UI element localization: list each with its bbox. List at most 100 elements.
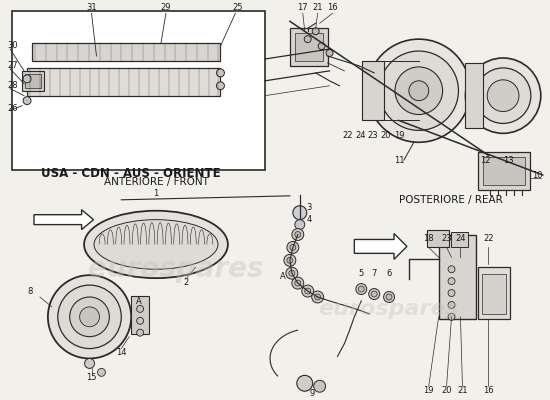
Text: eurospares: eurospares (88, 255, 263, 283)
Polygon shape (354, 234, 407, 259)
Circle shape (367, 39, 470, 142)
Circle shape (292, 228, 304, 240)
Circle shape (395, 67, 443, 114)
Circle shape (289, 270, 295, 276)
Text: 28: 28 (7, 81, 18, 90)
Text: 12: 12 (480, 156, 491, 165)
Circle shape (297, 375, 313, 391)
Text: 23: 23 (441, 234, 452, 244)
Circle shape (383, 292, 394, 302)
Text: POSTERIORE / REAR: POSTERIORE / REAR (399, 195, 502, 205)
Circle shape (293, 206, 307, 220)
Circle shape (97, 368, 106, 376)
Bar (362, 61, 384, 120)
Bar (439, 234, 476, 319)
Text: 10: 10 (532, 171, 543, 180)
Circle shape (487, 80, 519, 112)
Circle shape (326, 50, 333, 56)
Circle shape (292, 277, 304, 289)
Text: USA - CDN - AUS - ORIENTE: USA - CDN - AUS - ORIENTE (41, 166, 221, 180)
Circle shape (136, 317, 144, 324)
Text: 22: 22 (342, 131, 353, 140)
Circle shape (386, 294, 392, 300)
Circle shape (290, 244, 296, 250)
Circle shape (368, 288, 379, 300)
Circle shape (448, 290, 455, 296)
Text: 4: 4 (307, 215, 312, 224)
Circle shape (70, 297, 109, 337)
Text: 23: 23 (368, 131, 378, 140)
Text: 16: 16 (327, 3, 338, 12)
Ellipse shape (84, 211, 228, 278)
Text: 8: 8 (28, 287, 33, 296)
Text: 5: 5 (359, 269, 364, 278)
Polygon shape (34, 210, 94, 230)
Circle shape (287, 257, 293, 263)
Text: 24: 24 (355, 131, 366, 140)
Bar (32, 43, 221, 61)
Circle shape (465, 58, 541, 133)
Bar (295, 33, 323, 61)
Text: 16: 16 (483, 386, 493, 395)
Bar (465, 63, 483, 128)
Text: A: A (136, 297, 142, 306)
Circle shape (304, 36, 311, 43)
Text: A: A (280, 272, 286, 281)
Circle shape (217, 82, 224, 90)
Text: 19: 19 (424, 386, 434, 395)
Circle shape (286, 267, 298, 279)
Bar (22, 71, 44, 91)
Circle shape (448, 313, 455, 320)
Circle shape (315, 294, 321, 300)
Circle shape (448, 302, 455, 308)
Bar (450, 232, 469, 248)
Bar (478, 267, 510, 319)
Text: ANTERIORE / FRONT: ANTERIORE / FRONT (103, 177, 208, 187)
Text: eurospares: eurospares (318, 299, 459, 319)
Circle shape (448, 278, 455, 284)
Circle shape (312, 291, 323, 303)
Circle shape (48, 275, 131, 358)
Text: 22: 22 (483, 234, 493, 244)
Text: 21: 21 (312, 3, 323, 12)
Bar (478, 152, 530, 190)
Ellipse shape (94, 220, 218, 269)
Circle shape (379, 51, 459, 130)
Circle shape (217, 69, 224, 77)
Circle shape (302, 285, 314, 297)
Text: 9: 9 (309, 389, 314, 398)
Circle shape (371, 291, 377, 297)
Circle shape (58, 285, 122, 348)
Text: 13: 13 (503, 156, 513, 165)
Circle shape (85, 358, 95, 368)
Bar (27, 68, 221, 96)
Circle shape (287, 242, 299, 253)
Text: 19: 19 (394, 131, 404, 140)
Bar (12, 11, 265, 170)
Circle shape (305, 288, 311, 294)
Circle shape (358, 286, 364, 292)
Text: 25: 25 (232, 3, 243, 12)
Circle shape (318, 43, 325, 50)
Circle shape (284, 254, 296, 266)
Text: 21: 21 (457, 386, 467, 395)
Text: 15: 15 (86, 373, 97, 382)
Circle shape (409, 81, 428, 101)
Circle shape (136, 329, 144, 336)
Text: 6: 6 (386, 269, 392, 278)
Text: 14: 14 (116, 348, 126, 356)
Text: 20: 20 (381, 131, 391, 140)
Bar (427, 230, 449, 248)
Text: 24: 24 (455, 234, 466, 244)
Text: 31: 31 (86, 3, 97, 12)
Circle shape (23, 97, 31, 104)
Circle shape (448, 266, 455, 273)
Bar (483, 157, 525, 185)
Circle shape (314, 380, 326, 392)
Text: 29: 29 (161, 3, 171, 12)
Text: 7: 7 (371, 269, 377, 278)
Text: 26: 26 (7, 104, 18, 112)
Circle shape (295, 232, 301, 238)
Circle shape (312, 28, 319, 35)
Circle shape (356, 284, 367, 294)
